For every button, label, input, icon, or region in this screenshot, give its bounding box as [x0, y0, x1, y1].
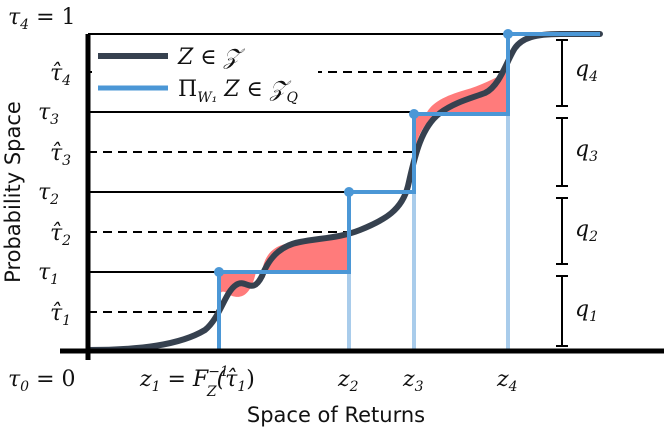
step-dot-4	[503, 29, 513, 39]
q-labels: q4 q3 q2 q1	[575, 57, 598, 325]
error-region-3	[414, 114, 440, 152]
z-labels: z1 = F−1 Z(τ̂1) z2 z3 z4	[139, 364, 518, 400]
tau-hat2-label: τ̂2	[50, 221, 71, 249]
z3-label: z3	[402, 367, 424, 395]
legend-label-cdf: Z ∈ 𝒵	[177, 45, 246, 70]
q2-label: q2	[575, 217, 598, 245]
q-brackets	[556, 39, 568, 347]
tau0-label: τ0 = 0	[8, 367, 76, 395]
legend-box	[92, 36, 318, 106]
tau-labels: τ4 = 1 τ̂4 τ3 τ̂3 τ2 τ̂2 τ1 τ̂1 τ0 = 0	[8, 5, 76, 395]
error-region-2	[262, 234, 349, 272]
step-dot-2	[344, 187, 354, 197]
step-dot-3	[409, 109, 419, 119]
q4-label: q4	[575, 57, 598, 85]
q1-label: q1	[575, 297, 598, 325]
q3-label: q3	[575, 137, 598, 165]
step-dots	[214, 29, 513, 277]
x-axis-label: Space of Returns	[247, 403, 425, 427]
legend-label-projection: ΠW₁ Z ∈ 𝒵Q	[178, 77, 299, 106]
error-region-4	[426, 72, 508, 114]
z1-label: z1 = F−1 Z(τ̂1)	[139, 364, 255, 400]
quantile-drops	[217, 114, 510, 350]
z4-label: z4	[496, 367, 518, 395]
legend: Z ∈ 𝒵 ΠW₁ Z ∈ 𝒵Q	[92, 36, 318, 106]
tau3-label: τ3	[38, 100, 59, 128]
y-axis-label: Probability Space	[1, 101, 25, 283]
tau-hat4-label: τ̂4	[50, 61, 71, 89]
tau-hat3-label: τ̂3	[50, 141, 71, 169]
step-dot-1	[214, 267, 224, 277]
tau1-label: τ1	[38, 260, 59, 288]
z2-label: z2	[337, 367, 359, 395]
tau2-label: τ2	[38, 180, 59, 208]
tau-hat1-label: τ̂1	[50, 301, 71, 329]
tau4-label: τ4 = 1	[8, 5, 76, 33]
projection-staircase	[217, 32, 600, 350]
